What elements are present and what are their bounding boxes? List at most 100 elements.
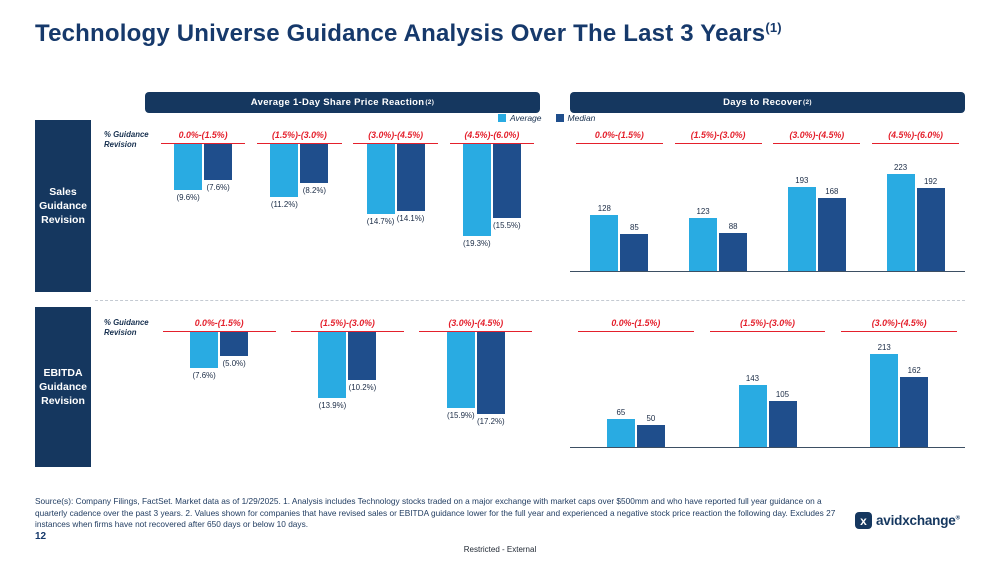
bar-pair: (15.9%) (17.2%): [446, 332, 506, 428]
category-label: (1.5%)-(3.0%): [257, 130, 342, 144]
value-label: (7.6%): [192, 371, 216, 380]
bar-pair: 123 88: [688, 204, 748, 271]
row-label-sales-guidance-revision: Sales Guidance Revision: [35, 120, 91, 292]
chart-ebitda-days-to-recover: 0.0%-(1.5%) 65 50 (1.5%)-(3.0%) 143 105 (3.0%)…: [570, 318, 965, 448]
value-label: (14.1%): [396, 214, 425, 223]
bar-median: [300, 144, 329, 183]
bar-average: [174, 144, 203, 190]
category-label: (3.0%)-(4.5%): [419, 318, 533, 332]
avidxchange-logo: x avidxchange®: [855, 512, 960, 529]
value-label: (15.5%): [493, 221, 521, 230]
bar-pair: 193 168: [787, 173, 847, 271]
value-label: (7.6%): [206, 183, 230, 192]
avidxchange-x-icon: x: [855, 512, 872, 529]
category-label: 0.0%-(1.5%): [160, 130, 246, 144]
value-label: (14.7%): [366, 217, 395, 226]
header-share-price-reaction-label: Average 1-Day Share Price Reaction: [250, 97, 425, 108]
page-number: 12: [35, 531, 47, 542]
bar-column-average: 123: [688, 204, 718, 271]
header-right-footnote-ref: (2): [803, 99, 812, 106]
chart-sales-price-reaction: % Guidance Revision 0.0%-(1.5%) (9.6%) (7.…: [100, 130, 540, 292]
category-group: (3.0%)-(4.5%) 213 162: [833, 318, 965, 447]
bar-pair: 223 192: [886, 160, 946, 271]
value-label: (13.9%): [318, 401, 347, 410]
legend-label: Median: [567, 113, 596, 123]
bar-average: [870, 354, 899, 447]
value-label: 168: [825, 187, 839, 196]
bar-average: [689, 218, 718, 271]
value-label: 128: [597, 204, 611, 213]
value-label: (19.3%): [463, 239, 491, 248]
bar-column-median: (8.2%): [299, 144, 329, 197]
category-label: (1.5%)-(3.0%): [291, 318, 404, 332]
legend-item-average: Average: [498, 113, 542, 123]
value-label: 65: [616, 408, 626, 417]
bar-average: [190, 332, 219, 368]
value-label: 105: [775, 390, 790, 399]
category-group: (1.5%)-(3.0%) (11.2%) (8.2%): [251, 130, 347, 292]
category-group: (4.5%)-(6.0%) (19.3%) (15.5%): [444, 130, 540, 292]
category-group: (3.0%)-(4.5%) 193 168: [768, 130, 867, 271]
value-label: 192: [924, 177, 938, 186]
avidxchange-logo-text: avidxchange®: [876, 513, 960, 528]
value-label: 50: [646, 414, 656, 423]
category-label: 0.0%-(1.5%): [162, 318, 276, 332]
legend-swatch-median: [555, 114, 564, 122]
bar-column-average: 213: [869, 340, 899, 447]
value-label: 88: [728, 222, 738, 231]
value-label: (15.9%): [446, 411, 475, 420]
bar-median: [916, 188, 945, 271]
value-label: (17.2%): [476, 417, 505, 426]
bar-median: [768, 401, 797, 447]
logo-wordmark: avidxchange: [876, 513, 956, 528]
bar-column-median: (17.2%): [476, 332, 506, 428]
bar-pair: 128 85: [589, 201, 649, 271]
category-label: (3.0%)-(4.5%): [773, 130, 861, 144]
bar-average: [606, 419, 635, 447]
category-group: 0.0%-(1.5%) 65 50: [570, 318, 702, 447]
value-label: 123: [696, 207, 710, 216]
bar-column-average: 193: [787, 173, 817, 271]
category-group: 0.0%-(1.5%) (7.6%) (5.0%): [155, 318, 283, 468]
bar-pair: 213 162: [869, 340, 929, 447]
bar-pair: (19.3%) (15.5%): [462, 144, 522, 250]
row-label-ebitda-guidance-revision: EBITDA Guidance Revision: [35, 307, 91, 467]
value-label: (11.2%): [270, 200, 298, 209]
bar-median: [492, 144, 521, 218]
bar-average: [738, 385, 767, 447]
axis-label-guidance-revision: % Guidance Revision: [104, 318, 149, 338]
bar-median: [620, 234, 649, 271]
bar-column-average: (19.3%): [462, 144, 492, 250]
bar-pair: 65 50: [606, 405, 666, 447]
bar-median: [204, 144, 233, 180]
bar-column-median: 88: [718, 219, 748, 271]
category-group: (1.5%)-(3.0%) 143 105: [702, 318, 834, 447]
bar-median: [476, 332, 505, 414]
bar-median: [348, 332, 377, 380]
category-group: (3.0%)-(4.5%) (14.7%) (14.1%): [348, 130, 444, 292]
bar-column-median: (14.1%): [396, 144, 426, 225]
bar-average: [886, 174, 915, 271]
chart-ebitda-price-reaction: % Guidance Revision 0.0%-(1.5%) (7.6%) (5.…: [100, 318, 540, 468]
bar-average: [787, 187, 816, 271]
row-divider: [95, 300, 965, 301]
bar-average: [366, 144, 395, 214]
value-label: 143: [745, 374, 760, 383]
bar-median: [220, 332, 249, 356]
bar-column-median: 105: [768, 387, 798, 447]
bar-column-median: 168: [817, 184, 847, 271]
bar-column-average: (13.9%): [317, 332, 347, 412]
header-left-footnote-ref: (2): [425, 99, 435, 106]
value-label: (5.0%): [222, 359, 246, 368]
registered-trademark-symbol: ®: [955, 515, 960, 522]
header-days-to-recover: Days to Recover (2): [570, 92, 965, 113]
category-group: (1.5%)-(3.0%) 123 88: [669, 130, 768, 271]
category-label: (4.5%)-(6.0%): [872, 130, 960, 144]
bar-pair: (13.9%) (10.2%): [317, 332, 377, 412]
bar-pair: 143 105: [738, 371, 798, 447]
bar-median: [396, 144, 425, 211]
bar-average: [446, 332, 475, 408]
bar-column-median: 50: [636, 411, 666, 447]
bar-average: [270, 144, 299, 197]
